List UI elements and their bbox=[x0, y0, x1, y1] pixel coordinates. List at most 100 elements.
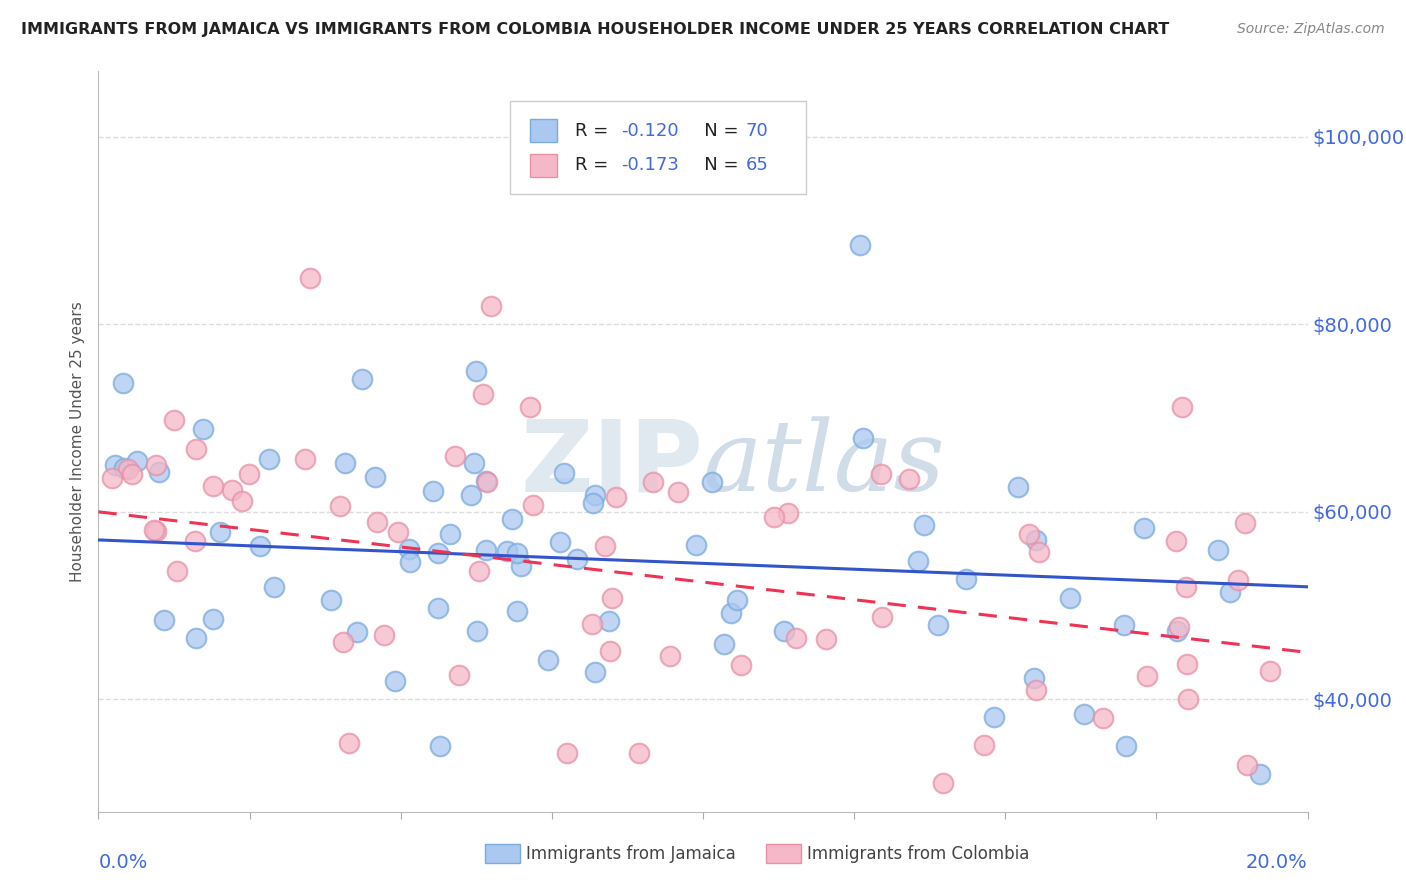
Text: N =: N = bbox=[688, 156, 745, 174]
Point bbox=[583, 665, 606, 679]
Point bbox=[209, 524, 232, 539]
Point bbox=[143, 523, 166, 537]
Point bbox=[1227, 574, 1250, 588]
Point bbox=[815, 632, 838, 647]
Point bbox=[145, 524, 167, 539]
Point bbox=[439, 526, 461, 541]
Point bbox=[474, 543, 496, 558]
Point bbox=[1028, 545, 1050, 559]
Point bbox=[869, 467, 891, 482]
Point bbox=[104, 458, 127, 472]
Point bbox=[955, 572, 977, 586]
Point bbox=[720, 606, 742, 620]
Point bbox=[496, 544, 519, 558]
Point bbox=[1091, 711, 1114, 725]
Point bbox=[912, 518, 935, 533]
Point bbox=[973, 739, 995, 753]
Point bbox=[1024, 533, 1046, 547]
Point bbox=[1135, 668, 1157, 682]
Point bbox=[565, 552, 588, 566]
Point bbox=[465, 364, 488, 378]
Point bbox=[510, 558, 533, 573]
Point bbox=[702, 475, 724, 489]
Point bbox=[221, 483, 243, 498]
Point bbox=[447, 668, 470, 682]
Point bbox=[776, 506, 799, 520]
Point bbox=[1175, 657, 1198, 672]
Point bbox=[600, 591, 623, 605]
Point bbox=[872, 609, 894, 624]
Point bbox=[506, 604, 529, 618]
Point bbox=[339, 736, 361, 750]
Point bbox=[475, 475, 498, 489]
Point bbox=[666, 484, 689, 499]
Point bbox=[166, 564, 188, 578]
Point bbox=[519, 400, 541, 414]
Point bbox=[373, 628, 395, 642]
Point bbox=[659, 649, 682, 664]
Point bbox=[366, 515, 388, 529]
Point bbox=[501, 512, 523, 526]
Point bbox=[849, 237, 872, 252]
Point bbox=[581, 616, 603, 631]
Point bbox=[1059, 591, 1081, 605]
Point bbox=[422, 483, 444, 498]
Point bbox=[231, 494, 253, 508]
Bar bbox=[530, 119, 557, 143]
Text: Source: ZipAtlas.com: Source: ZipAtlas.com bbox=[1237, 22, 1385, 37]
Point bbox=[506, 546, 529, 560]
Point bbox=[263, 580, 285, 594]
Point bbox=[1177, 692, 1199, 706]
Point bbox=[398, 555, 420, 569]
Text: -0.173: -0.173 bbox=[621, 156, 679, 174]
Point bbox=[1024, 682, 1046, 697]
Text: 0.0%: 0.0% bbox=[98, 854, 148, 872]
Point bbox=[148, 465, 170, 479]
Point bbox=[460, 488, 482, 502]
Point bbox=[598, 614, 620, 628]
Point bbox=[163, 413, 186, 427]
Point bbox=[593, 539, 616, 553]
Point bbox=[599, 644, 621, 658]
Point bbox=[1164, 534, 1187, 549]
Point bbox=[897, 472, 920, 486]
Point bbox=[444, 449, 467, 463]
Point bbox=[153, 613, 176, 627]
Point bbox=[111, 376, 134, 391]
Point bbox=[1249, 767, 1271, 781]
Point bbox=[1073, 707, 1095, 722]
Y-axis label: Householder Income Under 25 years: Householder Income Under 25 years bbox=[69, 301, 84, 582]
Point bbox=[186, 632, 208, 646]
Point bbox=[202, 612, 225, 626]
Point bbox=[773, 624, 796, 639]
Point bbox=[101, 471, 124, 485]
Point bbox=[468, 564, 491, 578]
Point bbox=[907, 554, 929, 568]
Point bbox=[294, 452, 316, 467]
Point bbox=[983, 710, 1005, 724]
Point bbox=[932, 775, 955, 789]
Text: R =: R = bbox=[575, 156, 614, 174]
Point bbox=[762, 510, 785, 524]
Text: 20.0%: 20.0% bbox=[1246, 854, 1308, 872]
Point bbox=[332, 634, 354, 648]
Point bbox=[299, 270, 322, 285]
Point bbox=[852, 431, 875, 445]
Text: IMMIGRANTS FROM JAMAICA VS IMMIGRANTS FROM COLOMBIA HOUSEHOLDER INCOME UNDER 25 : IMMIGRANTS FROM JAMAICA VS IMMIGRANTS FR… bbox=[21, 22, 1170, 37]
Point bbox=[927, 618, 949, 632]
Point bbox=[427, 600, 450, 615]
Point bbox=[1170, 400, 1192, 414]
Point bbox=[329, 499, 352, 513]
Point bbox=[1115, 739, 1137, 753]
Point bbox=[346, 625, 368, 640]
Point bbox=[730, 658, 752, 673]
Text: 70: 70 bbox=[745, 121, 768, 139]
Point bbox=[1133, 521, 1156, 535]
Point bbox=[112, 461, 135, 475]
Point bbox=[582, 496, 605, 510]
Point bbox=[475, 475, 498, 489]
Point bbox=[384, 673, 406, 688]
Point bbox=[398, 541, 420, 556]
Point bbox=[1175, 580, 1198, 594]
Point bbox=[429, 739, 451, 754]
